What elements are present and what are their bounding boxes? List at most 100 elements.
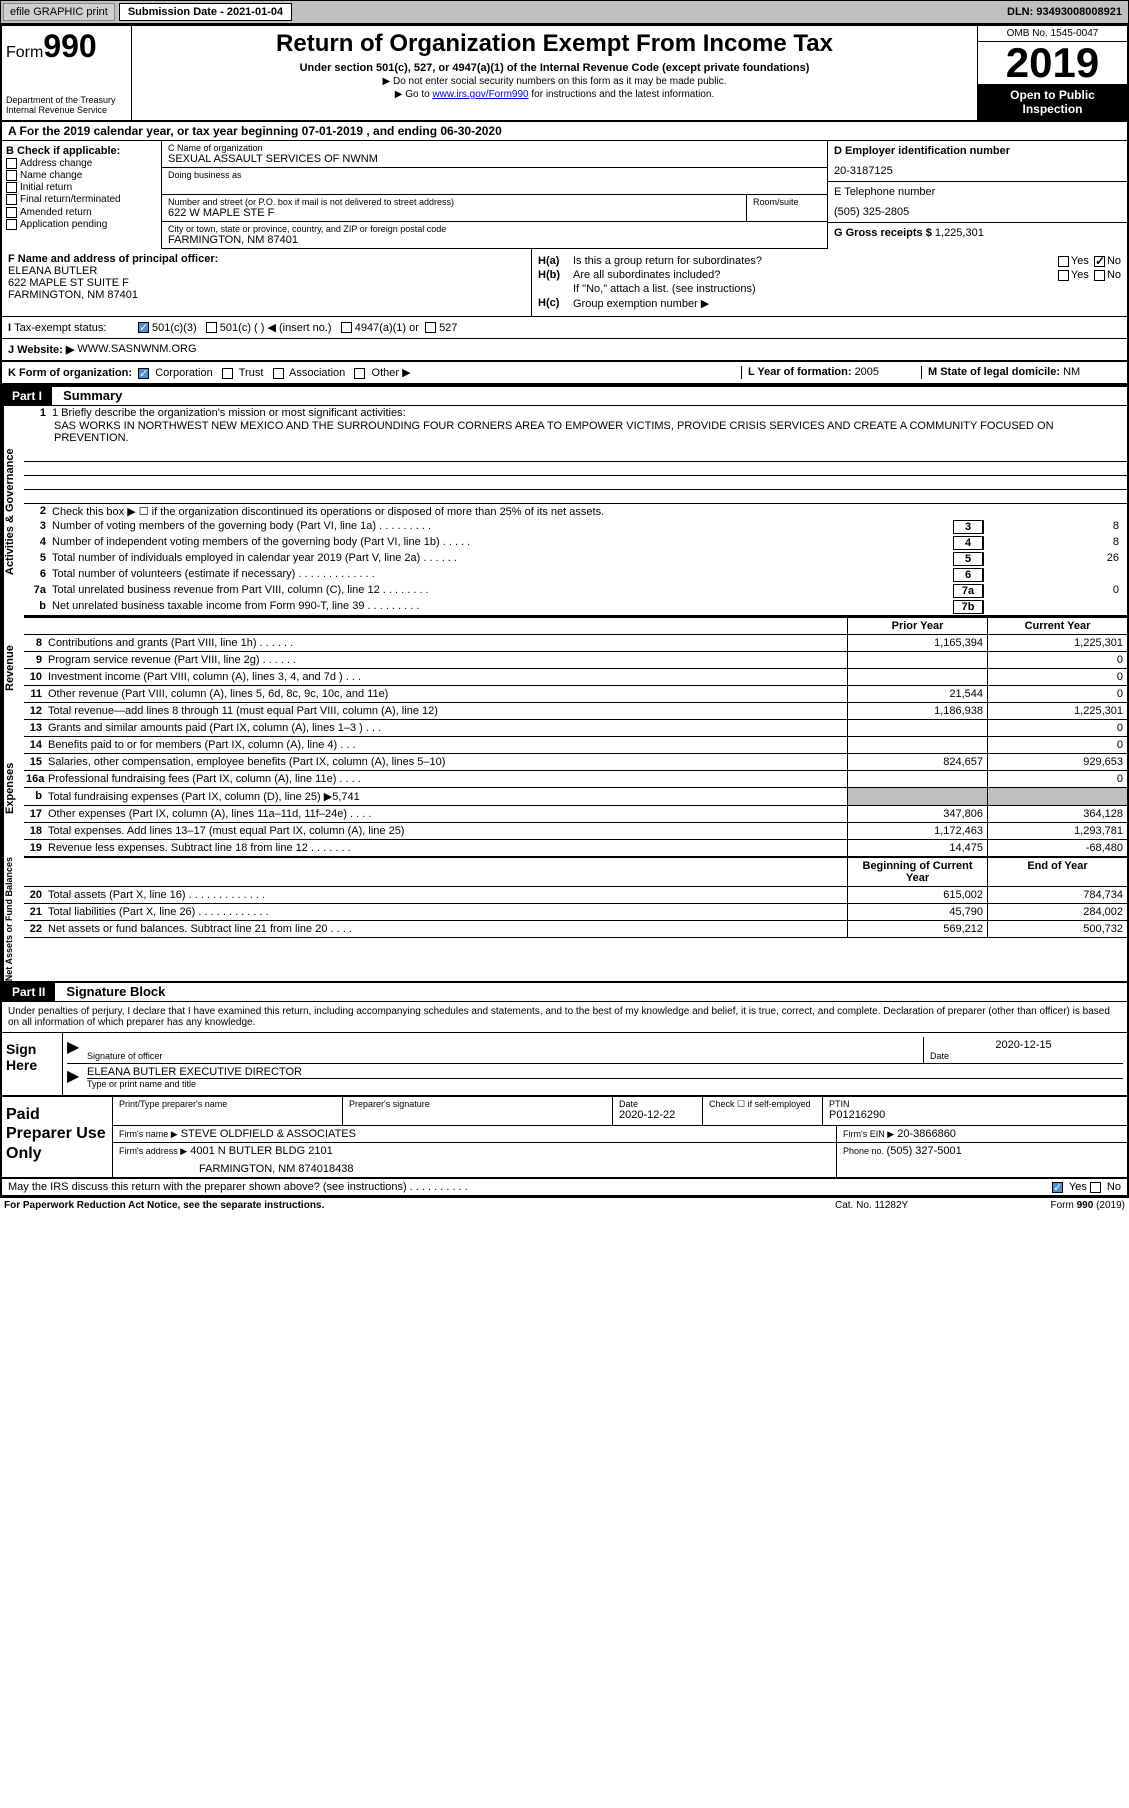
- hc-label: H(c): [538, 297, 573, 310]
- ptin-value: P01216290: [829, 1109, 1121, 1121]
- phone-value: (505) 327-5001: [887, 1145, 962, 1157]
- prep-date-label: Date: [619, 1099, 696, 1109]
- h-note: If "No," attach a list. (see instruction…: [573, 283, 1121, 295]
- c-name-label: C Name of organization: [168, 143, 821, 153]
- type-label: Type or print name and title: [87, 1079, 1123, 1089]
- sign-here-label: Sign Here: [2, 1033, 62, 1095]
- hc-text: Group exemption number ▶: [573, 297, 1121, 310]
- line2-text: Check this box ▶ ☐ if the organization d…: [52, 505, 1123, 518]
- tel-value: (505) 325-2805: [834, 206, 1121, 218]
- k-label: K Form of organization:: [8, 367, 132, 379]
- submission-date: Submission Date - 2021-01-04: [119, 3, 292, 21]
- section-b-label: B Check if applicable:: [6, 145, 157, 157]
- side-revenue: Revenue: [2, 617, 24, 720]
- sig-date: 2020-12-15: [930, 1039, 1117, 1051]
- form-label: Form: [6, 44, 43, 61]
- form-title: Return of Organization Exempt From Incom…: [136, 30, 973, 58]
- tax-year: 2019: [978, 42, 1127, 84]
- irs-label: Internal Revenue Service: [6, 105, 127, 115]
- ha-yes[interactable]: [1058, 256, 1069, 267]
- side-activities-governance: Activities & Governance: [2, 406, 24, 617]
- chk-corporation[interactable]: [138, 368, 149, 379]
- discuss-yes[interactable]: [1052, 1182, 1063, 1193]
- chk-address-change[interactable]: Address change: [6, 158, 157, 169]
- part2-header: Part II: [2, 983, 55, 1001]
- summary-line: 22Net assets or fund balances. Subtract …: [24, 921, 1127, 938]
- summary-line: 16aProfessional fundraising fees (Part I…: [24, 771, 1127, 788]
- topbar: efile GRAPHIC print Submission Date - 20…: [0, 0, 1129, 24]
- summary-line: 15Salaries, other compensation, employee…: [24, 754, 1127, 771]
- date-label: Date: [930, 1051, 1117, 1061]
- firm-name-label: Firm's name ▶: [119, 1129, 178, 1139]
- summary-line: 8Contributions and grants (Part VIII, li…: [24, 635, 1127, 652]
- form-header: Form990 Department of the Treasury Inter…: [2, 26, 1127, 122]
- chk-other[interactable]: [354, 368, 365, 379]
- summary-line: 14Benefits paid to or for members (Part …: [24, 737, 1127, 754]
- open-to-public: Open to Public Inspection: [978, 84, 1127, 120]
- mission-text: SAS WORKS IN NORTHWEST NEW MEXICO AND TH…: [24, 420, 1127, 448]
- prep-sig-label: Preparer's signature: [349, 1099, 606, 1109]
- officer-addr1: 622 MAPLE ST SUITE F: [8, 277, 525, 289]
- chk-application-pending[interactable]: Application pending: [6, 219, 157, 230]
- print-name-label: Print/Type preparer's name: [119, 1099, 336, 1109]
- street-label: Number and street (or P.O. box if mail i…: [168, 197, 740, 207]
- irs-link[interactable]: www.irs.gov/Form990: [432, 89, 528, 100]
- tel-label: E Telephone number: [834, 186, 1121, 198]
- website-value: WWW.SASNWNM.ORG: [77, 343, 196, 356]
- ssn-note: ▶ Do not enter social security numbers o…: [136, 76, 973, 87]
- section-a-taxyear: A For the 2019 calendar year, or tax yea…: [2, 122, 1127, 141]
- ha-no[interactable]: [1094, 256, 1105, 267]
- footer-paperwork: For Paperwork Reduction Act Notice, see …: [4, 1200, 835, 1211]
- hb-no[interactable]: [1094, 270, 1105, 281]
- discuss-no[interactable]: [1090, 1182, 1101, 1193]
- summary-line: bNet unrelated business taxable income f…: [24, 599, 1127, 615]
- chk-initial-return[interactable]: Initial return: [6, 182, 157, 193]
- hb-yes[interactable]: [1058, 270, 1069, 281]
- signature-intro: Under penalties of perjury, I declare th…: [2, 1002, 1127, 1033]
- chk-4947[interactable]: [341, 322, 352, 333]
- part1-title: Summary: [55, 388, 122, 403]
- part1-header: Part I: [2, 387, 52, 405]
- summary-line: 5Total number of individuals employed in…: [24, 551, 1127, 567]
- dba-label: Doing business as: [168, 170, 821, 180]
- summary-line: 6Total number of volunteers (estimate if…: [24, 567, 1127, 583]
- chk-trust[interactable]: [222, 368, 233, 379]
- firm-ein-label: Firm's EIN ▶: [843, 1129, 894, 1139]
- discuss-text: May the IRS discuss this return with the…: [8, 1181, 1052, 1193]
- arrow-icon: ▶: [67, 1037, 87, 1063]
- firm-ein: 20-3866860: [897, 1128, 956, 1140]
- city-value: FARMINGTON, NM 87401: [168, 234, 821, 246]
- sig-officer-label: Signature of officer: [87, 1051, 923, 1061]
- efile-button[interactable]: efile GRAPHIC print: [3, 3, 115, 21]
- dept-treasury: Department of the Treasury: [6, 95, 127, 105]
- summary-line: 7aTotal unrelated business revenue from …: [24, 583, 1127, 599]
- chk-501c3[interactable]: [138, 322, 149, 333]
- summary-line: 18Total expenses. Add lines 13–17 (must …: [24, 823, 1127, 840]
- chk-name-change[interactable]: Name change: [6, 170, 157, 181]
- summary-line: 17Other expenses (Part IX, column (A), l…: [24, 806, 1127, 823]
- chk-final-return[interactable]: Final return/terminated: [6, 194, 157, 205]
- ptin-label: PTIN: [829, 1099, 1121, 1109]
- street-value: 622 W MAPLE STE F: [168, 207, 740, 219]
- prep-date: 2020-12-22: [619, 1109, 696, 1121]
- chk-amended-return[interactable]: Amended return: [6, 207, 157, 218]
- footer-form: Form 990 (2019): [985, 1200, 1125, 1211]
- chk-501c[interactable]: [206, 322, 217, 333]
- chk-527[interactable]: [425, 322, 436, 333]
- ein-label: D Employer identification number: [834, 145, 1121, 157]
- hb-label: H(b): [538, 269, 573, 281]
- summary-line: 3Number of voting members of the governi…: [24, 519, 1127, 535]
- l-label: L Year of formation:: [748, 366, 855, 378]
- side-net-assets: Net Assets or Fund Balances: [2, 857, 24, 981]
- summary-line: 4Number of independent voting members of…: [24, 535, 1127, 551]
- summary-line: 13Grants and similar amounts paid (Part …: [24, 720, 1127, 737]
- side-expenses: Expenses: [2, 720, 24, 857]
- firm-addr1: 4001 N BUTLER BLDG 2101: [190, 1145, 332, 1157]
- city-label: City or town, state or province, country…: [168, 224, 821, 234]
- paid-preparer-label: Paid Preparer Use Only: [2, 1097, 112, 1177]
- goto-note: ▶ Go to www.irs.gov/Form990 for instruct…: [136, 89, 973, 100]
- summary-line: 21Total liabilities (Part X, line 26) . …: [24, 904, 1127, 921]
- boc-header: Beginning of Current Year: [847, 858, 987, 886]
- chk-association[interactable]: [273, 368, 284, 379]
- summary-line: bTotal fundraising expenses (Part IX, co…: [24, 788, 1127, 806]
